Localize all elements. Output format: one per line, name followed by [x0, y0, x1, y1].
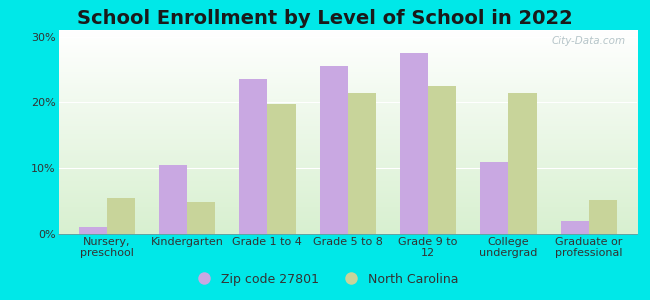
Legend: Zip code 27801, North Carolina: Zip code 27801, North Carolina: [187, 268, 463, 291]
Bar: [480, 162, 508, 234]
Text: School Enrollment by Level of School in 2022: School Enrollment by Level of School in …: [77, 9, 573, 28]
Text: City-Data.com: City-Data.com: [551, 36, 625, 46]
Bar: [187, 202, 215, 234]
Bar: [239, 80, 267, 234]
Bar: [508, 92, 536, 234]
Bar: [79, 227, 107, 234]
Bar: [561, 221, 589, 234]
Bar: [428, 86, 456, 234]
Bar: [159, 165, 187, 234]
Bar: [267, 104, 296, 234]
Bar: [348, 92, 376, 234]
Bar: [400, 53, 428, 234]
Bar: [589, 200, 617, 234]
Bar: [107, 198, 135, 234]
Bar: [320, 66, 348, 234]
